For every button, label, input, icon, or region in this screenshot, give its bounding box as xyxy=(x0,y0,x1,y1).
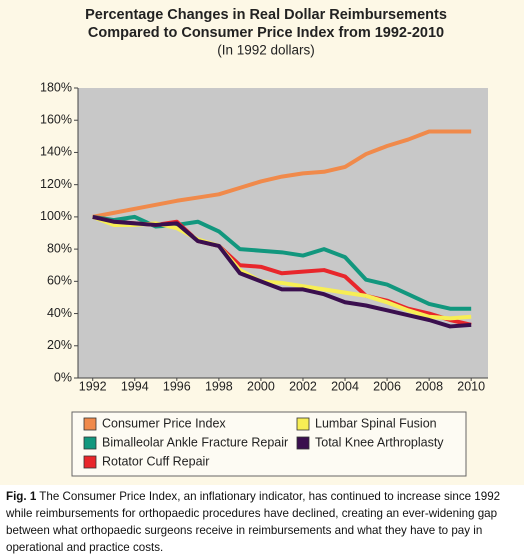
x-tick-label: 2004 xyxy=(331,379,359,393)
x-tick-label: 1996 xyxy=(163,379,191,393)
chart-title: Compared to Consumer Price Index from 19… xyxy=(88,25,444,41)
y-tick-label: 140% xyxy=(40,145,72,159)
y-tick-label: 100% xyxy=(40,209,72,223)
legend-swatch xyxy=(83,455,97,469)
y-tick-label: 180% xyxy=(40,80,72,94)
legend-label: Bimalleolar Ankle Fracture Repair xyxy=(102,435,288,449)
x-tick-label: 1994 xyxy=(121,379,149,393)
chart: Percentage Changes in Real Dollar Reimbu… xyxy=(0,0,524,485)
x-tick-label: 2000 xyxy=(247,379,275,393)
x-tick-label: 2008 xyxy=(415,379,443,393)
x-tick-label: 1998 xyxy=(205,379,233,393)
legend-swatch xyxy=(83,436,97,450)
caption-label: Fig. 1 xyxy=(6,490,37,503)
y-tick-label: 80% xyxy=(47,241,72,255)
legend xyxy=(71,411,467,477)
y-tick-label: 0% xyxy=(54,370,72,384)
x-tick-label: 1992 xyxy=(79,379,107,393)
chart-subtitle: (In 1992 dollars) xyxy=(217,43,315,58)
y-tick-label: 160% xyxy=(40,113,72,127)
caption-text: The Consumer Price Index, an inflationar… xyxy=(6,490,501,554)
x-tick-label: 2010 xyxy=(457,379,485,393)
y-tick-label: 40% xyxy=(47,306,72,320)
x-tick-label: 2006 xyxy=(373,379,401,393)
y-tick-label: 60% xyxy=(47,274,72,288)
legend-label: Consumer Price Index xyxy=(102,416,226,430)
legend-label: Total Knee Arthroplasty xyxy=(315,435,444,449)
legend-swatch xyxy=(83,417,97,431)
series-line xyxy=(92,129,472,219)
series-line xyxy=(92,214,472,329)
x-tick-label: 2002 xyxy=(289,379,317,393)
chart-title: Percentage Changes in Real Dollar Reimbu… xyxy=(85,7,447,23)
legend-label: Rotator Cuff Repair xyxy=(102,454,209,468)
y-tick-label: 20% xyxy=(47,338,72,352)
caption: Fig. 1 The Consumer Price Index, an infl… xyxy=(6,488,512,556)
legend-swatch xyxy=(296,436,310,450)
legend-swatch xyxy=(296,417,310,431)
y-tick-label: 120% xyxy=(40,177,72,191)
legend-label: Lumbar Spinal Fusion xyxy=(315,416,437,430)
